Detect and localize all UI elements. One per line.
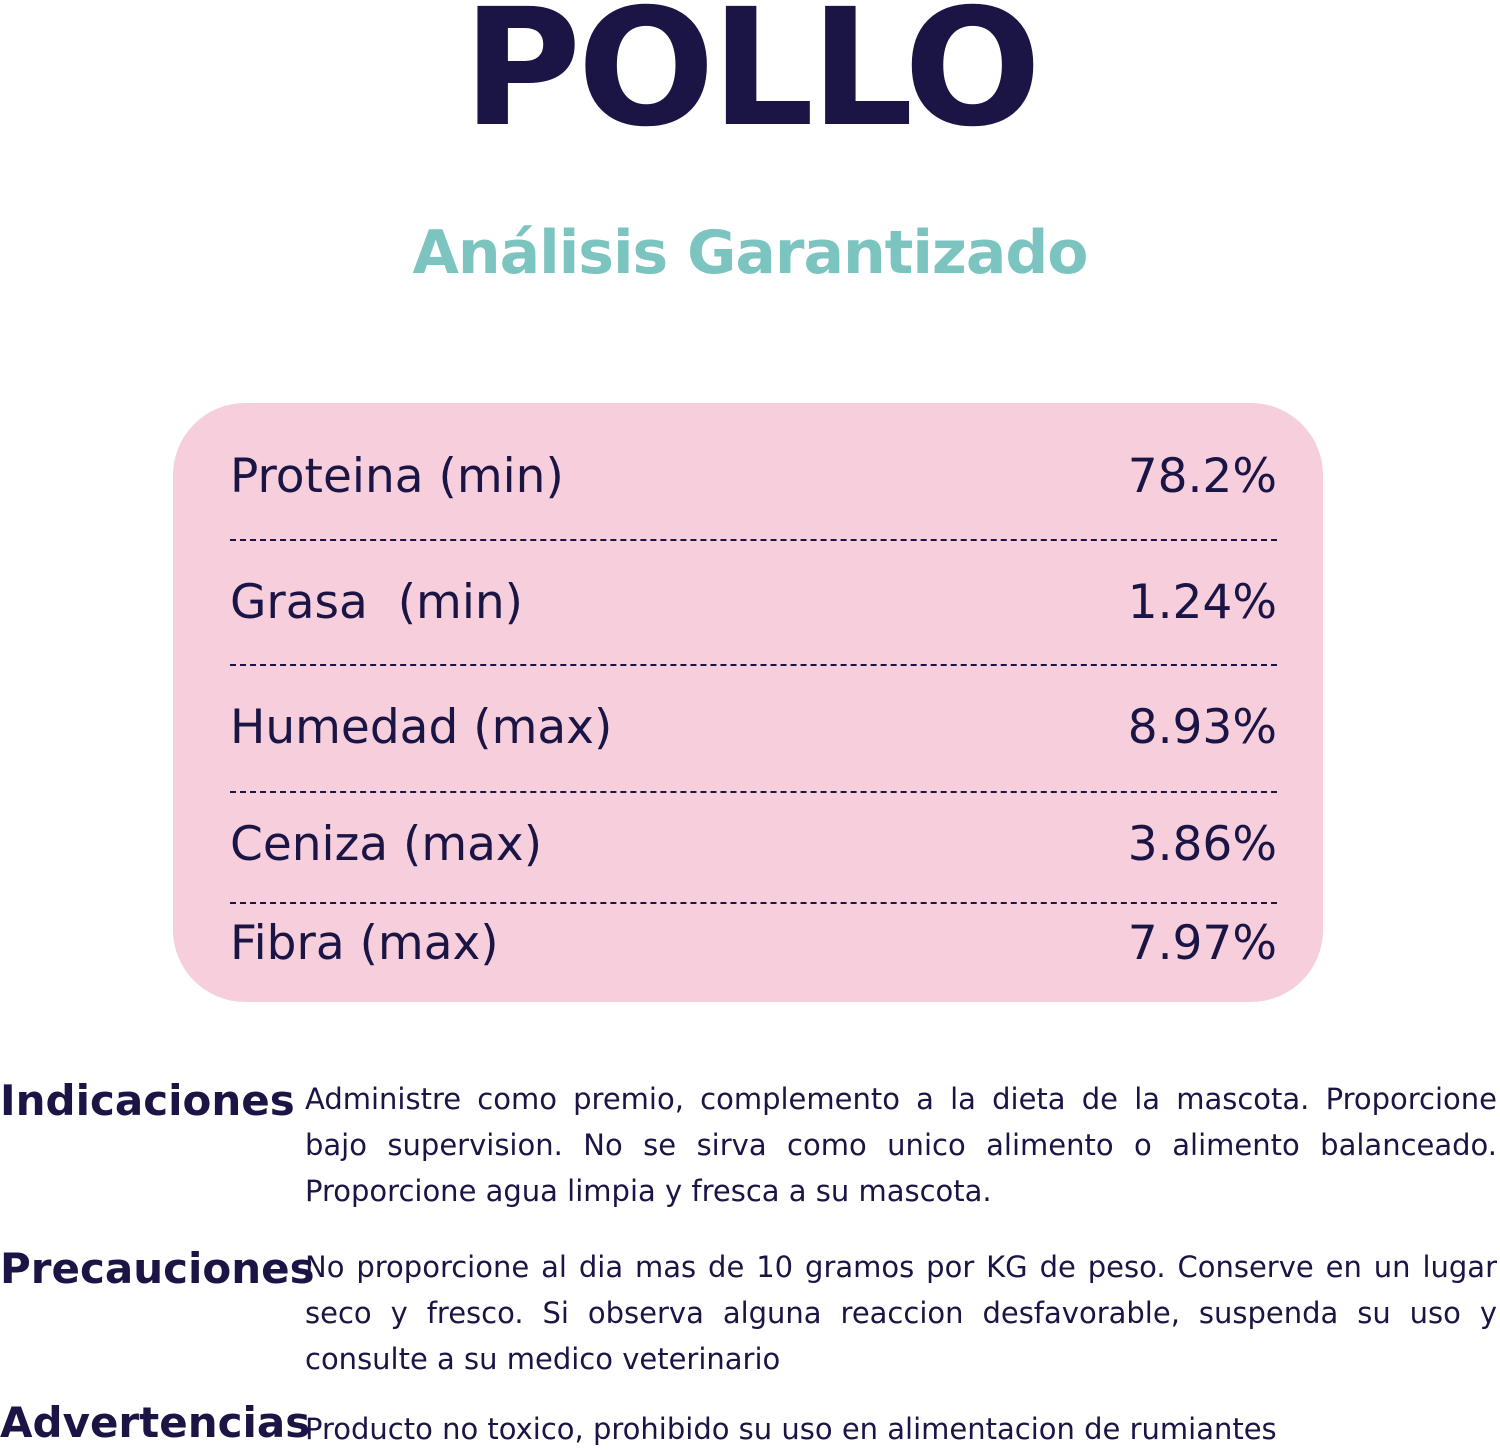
- divider: [230, 664, 1277, 666]
- analysis-value: 78.2%: [1127, 449, 1277, 504]
- analysis-row: Grasa (min) 1.24%: [230, 579, 1277, 626]
- analysis-label: Proteina (min): [230, 449, 564, 504]
- analysis-row: Humedad (max) 8.93%: [230, 704, 1277, 751]
- analysis-value: 1.24%: [1127, 575, 1277, 630]
- analysis-value: 8.93%: [1127, 700, 1277, 755]
- section-heading: Advertencias: [0, 1398, 311, 1447]
- divider: [230, 902, 1277, 904]
- section-heading: Precauciones: [0, 1244, 315, 1293]
- analysis-row: Proteina (min) 78.2%: [230, 453, 1277, 500]
- subtitle: Análisis Garantizado: [412, 218, 1088, 288]
- analysis-row: Ceniza (max) 3.86%: [230, 821, 1277, 868]
- analysis-value: 3.86%: [1127, 817, 1277, 872]
- analysis-label: Grasa (min): [230, 575, 524, 630]
- divider: [230, 539, 1277, 541]
- divider: [230, 791, 1277, 793]
- section-text: No proporcione al dia mas de 10 gramos p…: [305, 1250, 1497, 1376]
- analysis-label: Ceniza (max): [230, 817, 543, 872]
- product-title: POLLO: [462, 0, 1042, 163]
- section-text: Administre como premio, complemento a la…: [305, 1082, 1497, 1208]
- analysis-value: 7.97%: [1127, 916, 1277, 971]
- section-text: Producto no toxico, prohibido su uso en …: [305, 1412, 1277, 1446]
- section-heading: Indicaciones: [0, 1076, 295, 1125]
- analysis-label: Humedad (max): [230, 700, 613, 755]
- analysis-label: Fibra (max): [230, 916, 499, 971]
- analysis-row: Fibra (max) 7.97%: [230, 920, 1277, 967]
- guaranteed-analysis-table: Proteina (min) 78.2% Grasa (min) 1.24% H…: [173, 403, 1323, 1002]
